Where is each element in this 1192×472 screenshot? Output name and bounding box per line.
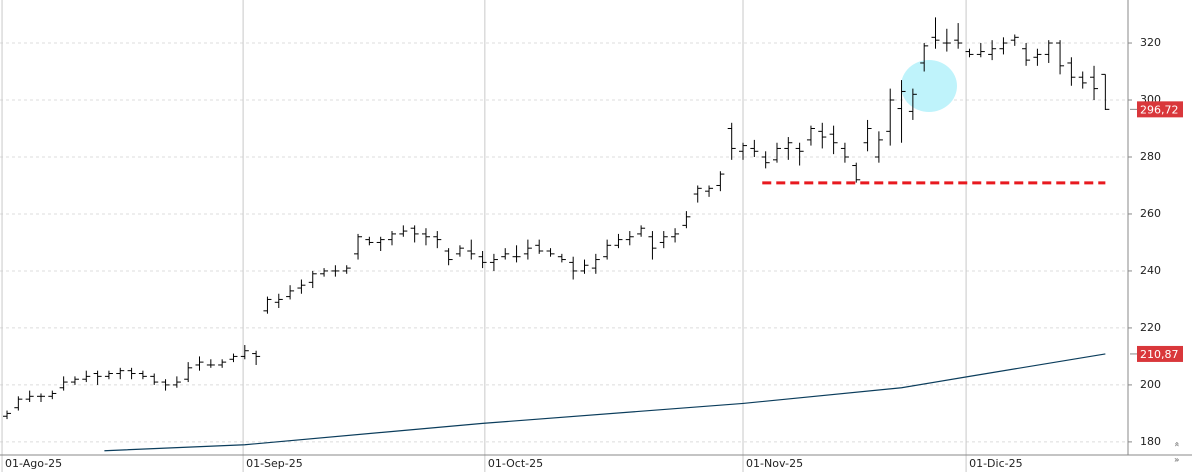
- x-tick-label: 01-Sep-25: [246, 457, 303, 470]
- y-tick-label: 220: [1140, 321, 1161, 334]
- y-tick-label: 260: [1140, 207, 1161, 220]
- y-tick-label: 320: [1140, 36, 1161, 49]
- highlight-circle: [901, 60, 957, 112]
- price-tag-label: 296,72: [1140, 103, 1179, 116]
- scroll-icon[interactable]: »: [1174, 456, 1180, 466]
- ohlc-bars: [3, 17, 1110, 420]
- x-tick-label: 01-Nov-25: [746, 457, 803, 470]
- y-tick-label: 200: [1140, 378, 1161, 391]
- y-tick-label: 180: [1140, 435, 1161, 448]
- x-tick-label: 01-Ago-25: [5, 457, 62, 470]
- moving-average: [104, 353, 1106, 452]
- scroll-icon[interactable]: »: [1173, 441, 1183, 447]
- scroll-icons[interactable]: » »: [1173, 441, 1183, 465]
- y-tick-label: 240: [1140, 264, 1161, 277]
- price-tag: [1137, 101, 1183, 118]
- price-tag-label: 210,87: [1140, 348, 1179, 361]
- y-tick-label: 280: [1140, 150, 1161, 163]
- x-tick-label: 01-Oct-25: [488, 457, 543, 470]
- x-tick-label: 01-Dic-25: [969, 457, 1023, 470]
- price-tag: [1137, 345, 1183, 362]
